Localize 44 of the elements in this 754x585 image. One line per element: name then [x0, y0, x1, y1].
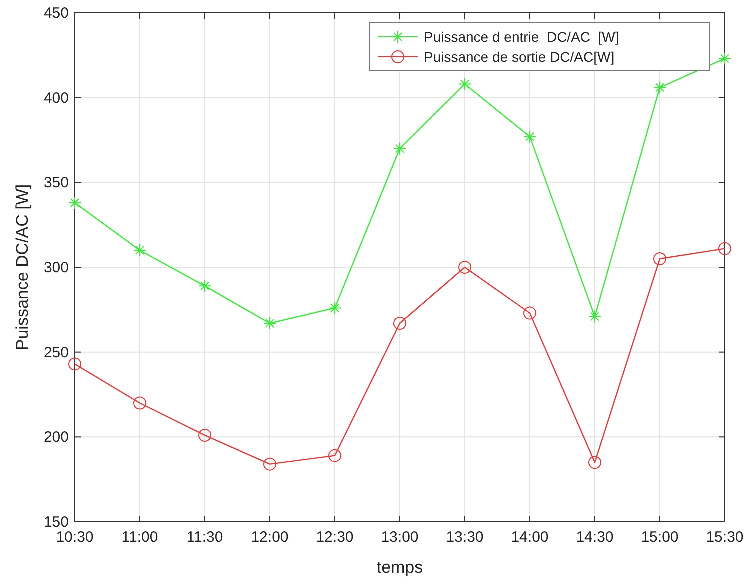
y-tick-label: 150 — [44, 514, 69, 531]
x-tick-label: 10:30 — [56, 529, 94, 546]
legend-label: Puissance d entrie DC/AC [W] — [424, 29, 620, 45]
x-tick-label: 11:00 — [122, 529, 158, 546]
point — [134, 244, 146, 258]
point — [134, 396, 146, 410]
point — [718, 242, 732, 256]
x-tick-label: 13:30 — [446, 529, 484, 546]
point — [328, 302, 342, 315]
y-axis-title: Puissance DC/AC [W] — [13, 184, 32, 351]
x-tick-label: 14:30 — [576, 529, 614, 546]
point — [198, 428, 212, 442]
point — [718, 52, 732, 66]
point — [588, 310, 602, 324]
x-tick-label: 14:00 — [511, 529, 549, 546]
point — [654, 252, 666, 266]
x-tick-label: 15:00 — [641, 529, 679, 546]
point — [394, 316, 406, 330]
point — [524, 130, 536, 144]
x-tick-label: 13:00 — [381, 529, 419, 546]
x-tick-label: 15:30 — [706, 529, 744, 546]
point — [654, 81, 666, 94]
y-tick-label: 350 — [44, 174, 69, 192]
x-tick-label: 11:30 — [186, 529, 224, 546]
point — [264, 458, 276, 471]
point — [458, 78, 472, 91]
y-tick-label: 450 — [44, 5, 69, 22]
x-tick-label: 12:30 — [316, 529, 354, 546]
point — [524, 306, 536, 320]
point — [458, 261, 472, 274]
point — [264, 316, 276, 330]
point — [68, 196, 82, 210]
y-tick-label: 300 — [44, 260, 69, 276]
point — [394, 142, 406, 156]
y-tick-label: 250 — [44, 344, 69, 362]
y-tick-label: 400 — [44, 90, 69, 107]
point — [68, 358, 82, 371]
x-axis-title: temps — [376, 558, 424, 577]
y-tick-label: 200 — [44, 429, 69, 446]
point — [588, 456, 602, 470]
point — [328, 449, 342, 462]
legend-label: Puissance de sortie DC/AC[W] — [424, 49, 615, 65]
point — [198, 280, 212, 293]
x-tick-label: 12:00 — [251, 529, 289, 546]
